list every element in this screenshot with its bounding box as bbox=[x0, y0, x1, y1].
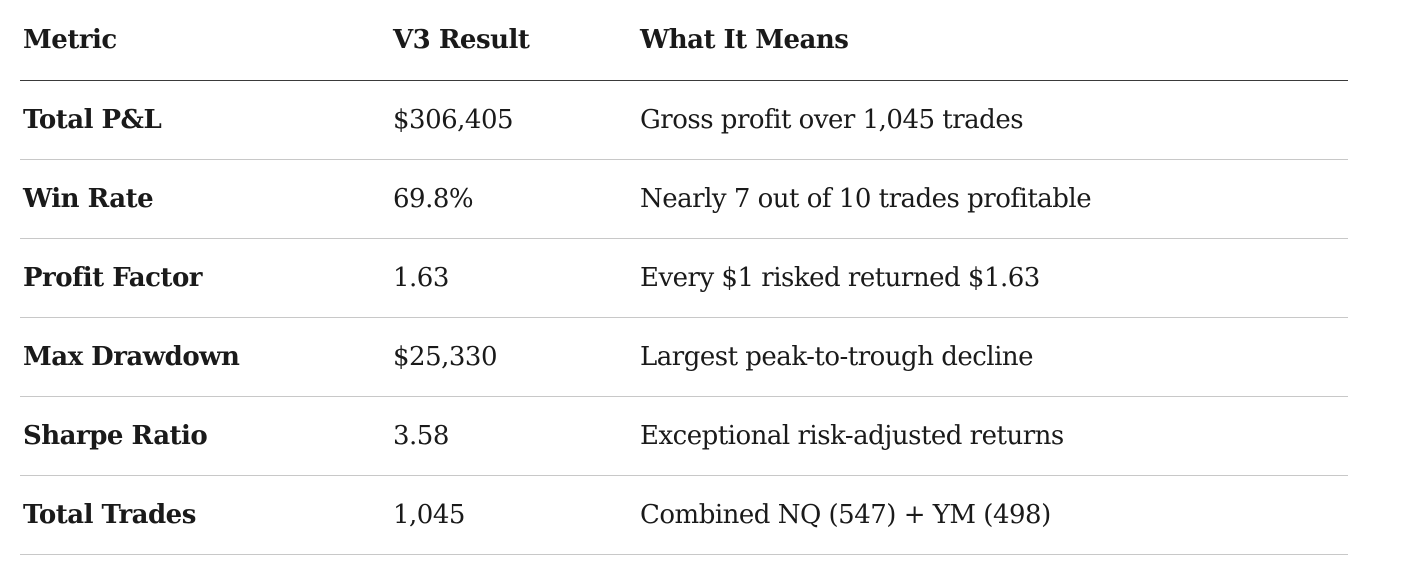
meaning-cell: Exceptional risk-adjusted returns bbox=[637, 396, 1348, 476]
result-cell: 69.8% bbox=[390, 159, 637, 239]
table-row: Profit Factor 1.63 Every $1 risked retur… bbox=[20, 238, 1348, 318]
result-cell: 1,045 bbox=[390, 475, 637, 555]
metric-cell: Win Rate bbox=[20, 159, 390, 239]
metric-cell: Sharpe Ratio bbox=[20, 396, 390, 476]
result-cell: $306,405 bbox=[390, 80, 637, 160]
header-row: Metric V3 Result What It Means bbox=[20, 0, 1348, 81]
results-table: Metric V3 Result What It Means Total P&L… bbox=[20, 0, 1348, 555]
header-what-it-means: What It Means bbox=[637, 0, 1348, 81]
result-cell: $25,330 bbox=[390, 317, 637, 397]
meaning-cell: Largest peak-to-trough decline bbox=[637, 317, 1348, 397]
metric-cell: Profit Factor bbox=[20, 238, 390, 318]
meaning-cell: Nearly 7 out of 10 trades profitable bbox=[637, 159, 1348, 239]
metric-cell: Max Drawdown bbox=[20, 317, 390, 397]
table-row: Sharpe Ratio 3.58 Exceptional risk-adjus… bbox=[20, 396, 1348, 476]
header-v3-result: V3 Result bbox=[390, 0, 637, 81]
table-row: Max Drawdown $25,330 Largest peak-to-tro… bbox=[20, 317, 1348, 397]
metric-cell: Total Trades bbox=[20, 475, 390, 555]
header-metric: Metric bbox=[20, 0, 390, 81]
meaning-cell: Every $1 risked returned $1.63 bbox=[637, 238, 1348, 318]
metric-cell: Total P&L bbox=[20, 80, 390, 160]
table-row: Win Rate 69.8% Nearly 7 out of 10 trades… bbox=[20, 159, 1348, 239]
meaning-cell: Combined NQ (547) + YM (498) bbox=[637, 475, 1348, 555]
result-cell: 3.58 bbox=[390, 396, 637, 476]
result-cell: 1.63 bbox=[390, 238, 637, 318]
table-row: Total P&L $306,405 Gross profit over 1,0… bbox=[20, 80, 1348, 160]
meaning-cell: Gross profit over 1,045 trades bbox=[637, 80, 1348, 160]
table-row: Total Trades 1,045 Combined NQ (547) + Y… bbox=[20, 475, 1348, 555]
